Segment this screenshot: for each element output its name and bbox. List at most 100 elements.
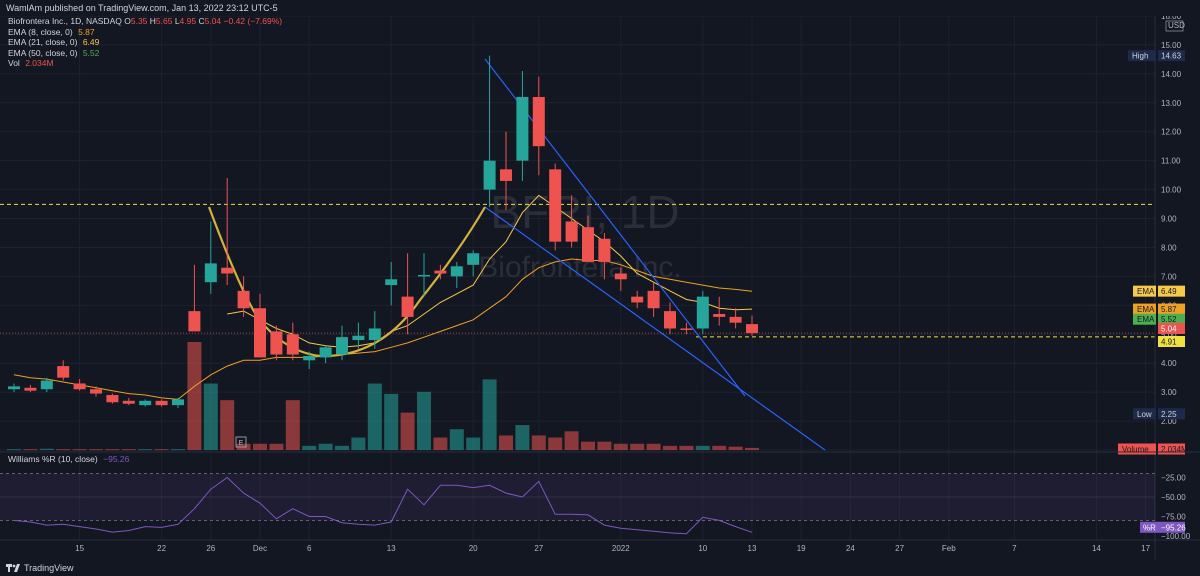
time-tick-label: 7	[1012, 544, 1017, 553]
price-tag-bg	[1158, 322, 1185, 334]
ema8-label: EMA (8, close, 0)	[8, 26, 73, 37]
price-tick-label: 2.00	[1161, 417, 1177, 426]
volume-bar	[56, 449, 71, 451]
time-tick-label: 2022	[612, 544, 630, 553]
candle	[8, 383, 20, 393]
wr-tag-label: %R	[1143, 523, 1156, 532]
candle	[532, 76, 545, 176]
price-tag: 5.04	[1158, 322, 1185, 334]
volume-bar	[23, 449, 38, 451]
volume-bar	[433, 437, 448, 450]
tradingview-logo-icon	[6, 564, 20, 572]
candle-body	[237, 290, 250, 309]
williams-legend[interactable]: Williams %R (10, close) −95.26	[8, 454, 129, 464]
symbol-row: Biofrontera Inc., 1D, NASDAQ O5.35 H5.65…	[8, 16, 282, 27]
ohlc-c: C5.04	[196, 16, 222, 26]
candle	[696, 290, 709, 335]
candle-body	[631, 296, 644, 303]
candle-body	[221, 267, 234, 274]
horizontal-levels	[0, 203, 1155, 338]
volume-bar	[548, 437, 563, 450]
price-tick-label: 13.00	[1161, 99, 1182, 108]
published-header: WamlAm published on TradingView.com, Jan…	[0, 0, 1200, 16]
volume-row[interactable]: Vol 2.034M	[8, 58, 282, 69]
price-tag-label-bg	[1133, 408, 1156, 420]
price-tag-value: 2.25	[1161, 410, 1177, 419]
volume-bar	[220, 400, 235, 450]
candle	[303, 351, 316, 369]
time-tick-label: 6	[307, 544, 312, 553]
candle	[122, 397, 135, 406]
volume-bar	[72, 449, 87, 451]
candle-body	[385, 279, 398, 286]
symbol-label[interactable]: Biofrontera Inc., 1D, NASDAQ	[8, 16, 122, 26]
candle-body	[696, 296, 709, 329]
volume-bar	[89, 449, 103, 451]
candle	[106, 393, 119, 404]
ema-lines	[13, 194, 753, 400]
candle-body	[500, 169, 512, 181]
volume-bars	[7, 342, 759, 451]
wr-tick-label: −100.00	[1161, 532, 1191, 541]
volume-bar	[679, 445, 694, 450]
volume-bar	[597, 441, 612, 450]
volume-bar	[253, 443, 267, 450]
volume-bar	[499, 435, 513, 450]
price-tag: 5.52 EMA	[1133, 313, 1185, 325]
wr-tick-label: −50.00	[1161, 493, 1186, 502]
candle-body	[188, 311, 201, 332]
candle-body	[713, 314, 726, 317]
candle-body	[746, 324, 758, 334]
ema21-row[interactable]: EMA (21, close, 0) 6.49	[8, 37, 282, 48]
volume-value: 2.034M	[25, 58, 54, 68]
change-value: −0.42 (−7.69%)	[223, 16, 283, 26]
chart-event-marker	[235, 436, 247, 448]
candle-body	[434, 270, 447, 274]
candle	[664, 302, 676, 335]
volume-bar	[646, 443, 661, 450]
volume-bar	[695, 445, 710, 450]
price-tag-label: High	[1132, 52, 1148, 61]
candle	[155, 399, 168, 407]
candle	[336, 325, 348, 361]
candle-body	[90, 389, 102, 394]
footer-brand[interactable]: TradingView	[24, 563, 74, 573]
price-tag-value: 4.91	[1161, 338, 1177, 347]
candle	[418, 253, 430, 297]
candle	[516, 70, 529, 181]
price-tick-label: 7.00	[1161, 272, 1177, 281]
candle-body	[516, 97, 529, 161]
volume-bar	[400, 412, 415, 450]
volume-bar	[39, 448, 54, 450]
williams-pane: −25.00 −50.00 −75.00 −100.00 %R −95.26	[0, 451, 1200, 541]
ema50-row[interactable]: EMA (50, close, 0) 5.52	[8, 48, 282, 59]
candle-body	[155, 400, 168, 406]
candle-body	[286, 334, 299, 355]
ema8-row[interactable]: EMA (8, close, 0) 5.87	[8, 27, 282, 38]
candle	[565, 195, 578, 248]
time-tick-label: 13	[387, 544, 396, 553]
ema50-value: 5.52	[82, 47, 100, 58]
time-tick-label: 24	[846, 544, 855, 553]
volume-bar	[351, 437, 366, 450]
candle-body	[401, 296, 414, 317]
time-tick-label: 14	[1092, 544, 1101, 553]
volume-bar	[581, 441, 595, 450]
candle-body	[647, 290, 660, 309]
candle	[368, 311, 381, 349]
price-tag: 6.49 EMA	[1133, 285, 1185, 297]
candle-body	[598, 238, 611, 262]
price-tick-label: 5.00	[1161, 330, 1177, 339]
candle-body	[24, 387, 37, 391]
volume-bar	[121, 449, 136, 451]
time-tick-label: 26	[206, 544, 215, 553]
time-tick-label: Dec	[253, 544, 267, 553]
candle-body	[254, 308, 266, 358]
candle	[467, 250, 480, 277]
wr-tag-value: −95.26	[1161, 523, 1186, 532]
candle	[188, 264, 201, 332]
candle-body	[139, 400, 152, 406]
volume-label: Vol	[8, 58, 20, 68]
price-tag-value: 6.49	[1161, 287, 1177, 296]
